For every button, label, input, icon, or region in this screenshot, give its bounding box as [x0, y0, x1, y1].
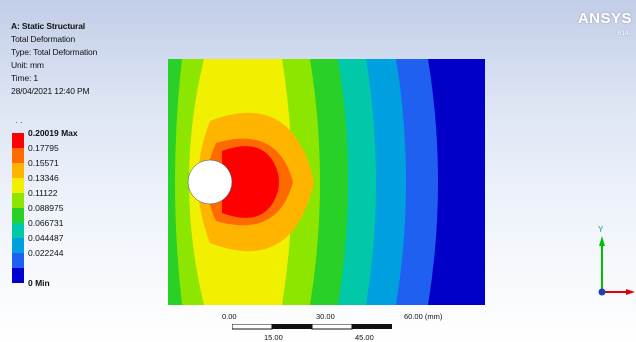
version-label: R14.: [617, 31, 630, 37]
legend-row: 0.066731: [12, 218, 132, 238]
legend-row: 0.11122: [12, 188, 132, 208]
analysis-title: A: Static Structural: [11, 21, 85, 31]
legend-row: 0.13346: [12, 173, 132, 193]
legend-value: 0.044487: [28, 233, 64, 243]
legend-handle-icon[interactable]: · ·: [15, 118, 23, 127]
legend-value: 0.11122: [28, 188, 58, 198]
scale-label: 30.00: [316, 312, 335, 321]
legend-min-label: 0 Min: [28, 278, 50, 288]
legend-swatch: [12, 268, 24, 283]
ansys-logo: ANSYS: [577, 10, 632, 27]
result-type: Type: Total Deformation: [11, 47, 98, 57]
legend-row-min: 0 Min: [12, 268, 132, 288]
legend-swatch: [12, 223, 24, 238]
legend-row: 0.088975: [12, 203, 132, 223]
result-timestamp: 28/04/2021 12:40 PM: [11, 86, 90, 96]
scale-ruler: [232, 324, 392, 330]
legend-swatch: [12, 208, 24, 223]
legend-swatch: [12, 253, 24, 268]
scale-label: 0.00: [222, 312, 237, 321]
legend-swatch: [12, 163, 24, 178]
result-info: A: Static Structural Total Deformation T…: [11, 20, 97, 98]
legend-max-label: 0.20019 Max: [28, 128, 78, 138]
scale-label: 15.00: [264, 333, 283, 342]
legend-value: 0.17795: [28, 143, 59, 153]
scale-label: 60.00 (mm): [404, 312, 443, 321]
legend-swatch: [12, 148, 24, 163]
result-unit: Unit: mm: [11, 60, 44, 70]
legend-row: 0.044487: [12, 233, 132, 253]
y-axis-label: Y: [598, 225, 604, 234]
result-time: Time: 1: [11, 73, 38, 83]
legend-row-max: 0.20019 Max: [12, 128, 132, 148]
legend-value: 0.088975: [28, 203, 64, 213]
deformation-contour-plot[interactable]: [168, 59, 485, 305]
legend-swatch: [12, 133, 24, 148]
legend-row: 0.15571: [12, 158, 132, 178]
legend-swatch: [12, 238, 24, 253]
axis-triad-icon[interactable]: Y: [588, 222, 636, 302]
result-name: Total Deformation: [11, 34, 76, 44]
legend-value: 0.066731: [28, 218, 64, 228]
legend-row: 0.022244: [12, 248, 132, 268]
legend-value: 0.13346: [28, 173, 59, 183]
legend-value: 0.022244: [28, 248, 64, 258]
legend-swatch: [12, 193, 24, 208]
legend-row: 0.17795: [12, 143, 132, 163]
scale-bar: 0.00 30.00 60.00 (mm) 15.00 45.00: [222, 312, 462, 342]
legend-value: 0.15571: [28, 158, 59, 168]
scale-label: 45.00: [355, 333, 374, 342]
legend-swatch: [12, 178, 24, 193]
